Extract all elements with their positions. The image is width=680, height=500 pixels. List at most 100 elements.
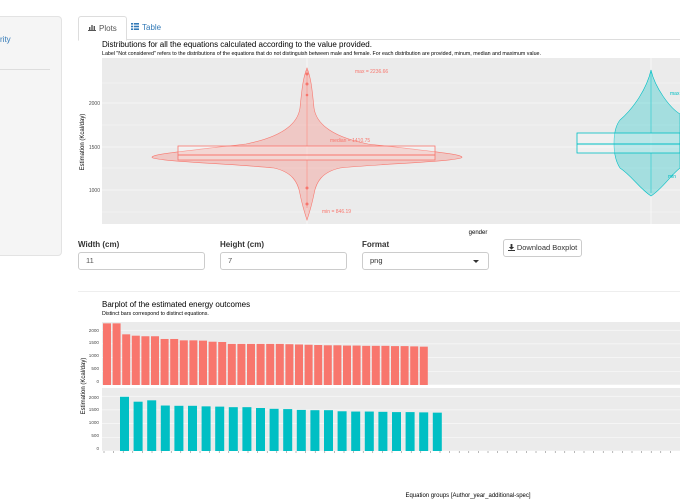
bar <box>296 409 306 451</box>
outlier-points <box>305 72 309 206</box>
ytick-label: 2000 <box>89 395 100 400</box>
download-boxplot-button[interactable]: Download Boxplot <box>503 239 582 257</box>
ytick-label: 1500 <box>89 340 100 345</box>
download-icon <box>507 243 517 252</box>
sidebar-divider <box>0 69 50 70</box>
width-input[interactable]: 11 <box>78 252 205 270</box>
bar <box>112 323 121 385</box>
bar <box>295 344 303 385</box>
bar <box>314 345 323 385</box>
bar <box>215 406 225 451</box>
width-label: Width (cm) <box>78 240 120 249</box>
bar <box>285 344 294 385</box>
violin-plot: 2000 1500 1000 Estimation (Kcal/day) gen… <box>80 58 680 236</box>
bar <box>391 346 399 385</box>
tab-bar: Plots Table <box>78 16 680 41</box>
bar <box>381 345 390 385</box>
bar <box>208 341 217 385</box>
bar <box>324 410 333 451</box>
ytick-label: 500 <box>91 366 99 371</box>
bars-red-series <box>103 323 428 385</box>
chevron-down-icon <box>473 260 479 263</box>
download-button-label: Download Boxplot <box>516 243 578 252</box>
bar <box>371 345 380 385</box>
format-select[interactable]: png <box>362 252 489 270</box>
ytick-label: 1500 <box>89 407 100 412</box>
annotation-max: max = 2236.66 <box>355 69 388 75</box>
height-input[interactable]: 7 <box>220 252 347 270</box>
bar-x-axis-label: Equation groups [Author_year_additional-… <box>405 493 530 499</box>
bar <box>323 345 332 385</box>
bar <box>151 336 159 385</box>
bar <box>160 405 170 451</box>
barplot: 2000 1500 1000 500 0 2000 1500 1000 500 … <box>81 322 680 499</box>
bar <box>419 412 429 451</box>
boxplot-subtitle: Label "Not considered" refers to the dis… <box>102 51 541 57</box>
height-label: Height (cm) <box>220 240 264 249</box>
facet-panel-teal <box>102 388 680 451</box>
x-axis-label: gender <box>469 230 488 236</box>
bar <box>218 341 227 385</box>
bar <box>133 401 143 451</box>
barplot-subtitle: Distinct bars correspond to distinct equ… <box>102 311 209 317</box>
bar <box>351 411 361 451</box>
tab-plots[interactable]: Plots <box>78 16 127 41</box>
ytick-label: 2000 <box>89 101 100 107</box>
bar <box>400 346 409 385</box>
box-teal <box>576 132 680 154</box>
bar-y-axis-label: Estimation (Kcal/day) <box>81 358 87 415</box>
bar <box>141 336 150 385</box>
bar <box>174 405 184 451</box>
bar <box>269 408 279 451</box>
bar <box>410 346 419 385</box>
annotation-min: min = 846.19 <box>322 209 351 215</box>
tab-table[interactable]: Table <box>122 16 170 41</box>
bar <box>188 405 197 451</box>
bar <box>179 340 188 385</box>
ytick-label: 500 <box>91 433 99 438</box>
bar <box>419 346 428 385</box>
bar <box>122 334 131 385</box>
bar <box>247 343 255 385</box>
bar <box>120 396 129 451</box>
format-label: Format <box>362 240 390 249</box>
tab-table-label: Table <box>142 23 162 32</box>
barplot-title: Barplot of the estimated energy outcomes <box>102 300 251 309</box>
sidebar-panel: rity <box>0 16 62 256</box>
annotation-min-teal: min <box>668 174 676 180</box>
sidebar-link[interactable]: rity <box>0 35 11 44</box>
bar <box>283 409 293 451</box>
bar <box>228 407 238 451</box>
bar <box>103 323 111 385</box>
bar <box>364 411 374 451</box>
ytick-label: 0 <box>96 379 99 384</box>
bar <box>362 345 371 385</box>
bar <box>201 406 211 451</box>
bar <box>333 345 342 385</box>
box-red <box>177 145 436 161</box>
bar <box>237 343 246 385</box>
bar <box>256 343 265 385</box>
bar <box>405 412 415 451</box>
ytick-label: 1500 <box>89 145 100 151</box>
bar <box>242 407 252 451</box>
bar <box>275 343 284 385</box>
bar <box>147 400 157 451</box>
bar <box>199 340 207 385</box>
ytick-label: 1000 <box>89 420 100 425</box>
bar <box>304 344 313 385</box>
boxplot-title: Distributions for all the equations calc… <box>102 40 372 49</box>
bar <box>160 338 169 385</box>
bar <box>256 407 265 451</box>
tab-plots-label: Plots <box>99 24 117 33</box>
bar <box>337 411 347 451</box>
section-divider <box>78 291 680 292</box>
bar <box>310 410 320 451</box>
format-select-value: png <box>370 256 383 265</box>
bar <box>432 412 442 451</box>
ytick-label: 1000 <box>89 188 100 194</box>
table-icon <box>131 16 139 40</box>
ytick-label: 2000 <box>89 328 100 333</box>
x-tick-labels <box>103 451 671 453</box>
ytick-label: 0 <box>96 446 99 451</box>
